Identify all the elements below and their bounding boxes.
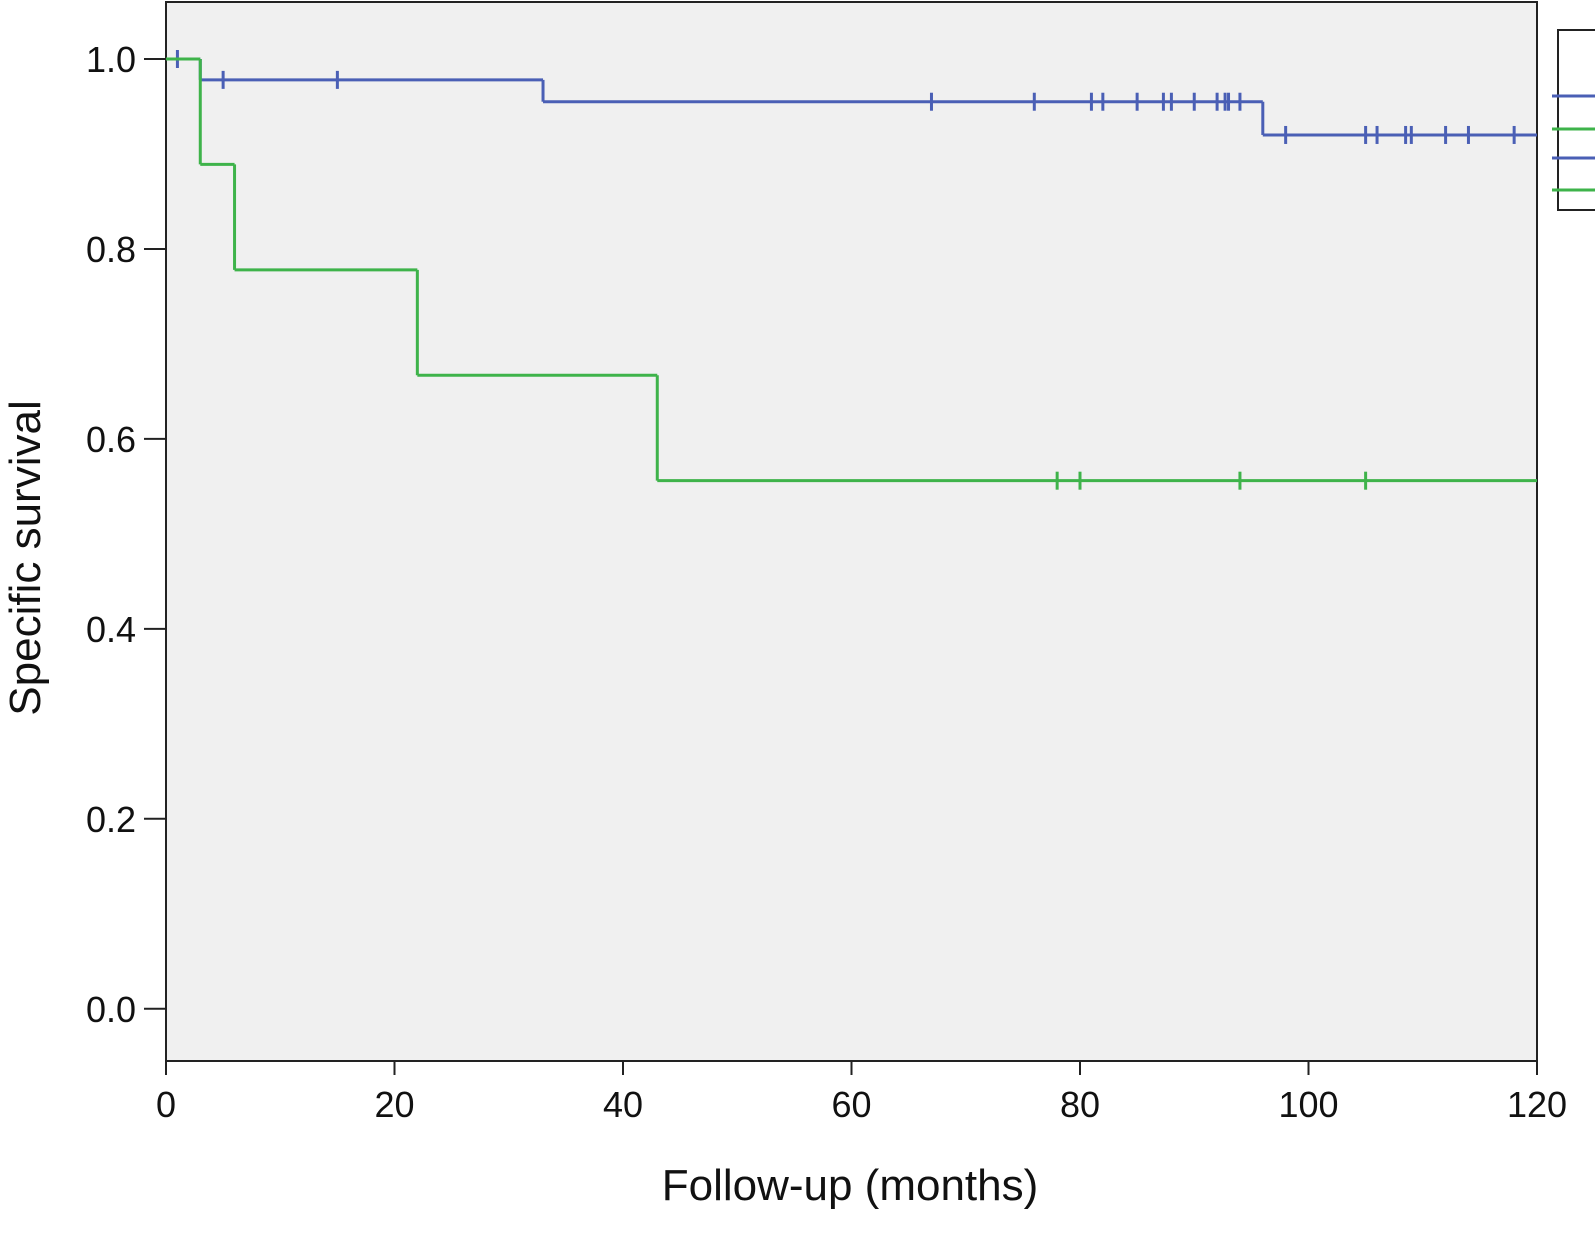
x-axis-title: Follow-up (months)	[662, 1161, 1039, 1210]
y-tick-label: 1.0	[86, 39, 136, 80]
x-tick-label: 100	[1278, 1084, 1338, 1125]
x-tick-label: 120	[1507, 1084, 1567, 1125]
plot-area	[165, 1, 1538, 1062]
y-tick-label: 0.4	[86, 609, 136, 650]
x-tick-label: 80	[1060, 1084, 1100, 1125]
x-tick-label: 40	[603, 1084, 643, 1125]
x-tick-label: 60	[831, 1084, 871, 1125]
y-tick-label: 0.2	[86, 799, 136, 840]
legend-box	[1557, 29, 1595, 211]
y-tick-label: 0.0	[86, 989, 136, 1030]
y-tick-label: 0.8	[86, 229, 136, 270]
y-axis-title: Specific survival	[1, 400, 50, 715]
x-tick-label: 20	[374, 1084, 414, 1125]
y-tick-label: 0.6	[86, 419, 136, 460]
x-tick-label: 0	[156, 1084, 176, 1125]
